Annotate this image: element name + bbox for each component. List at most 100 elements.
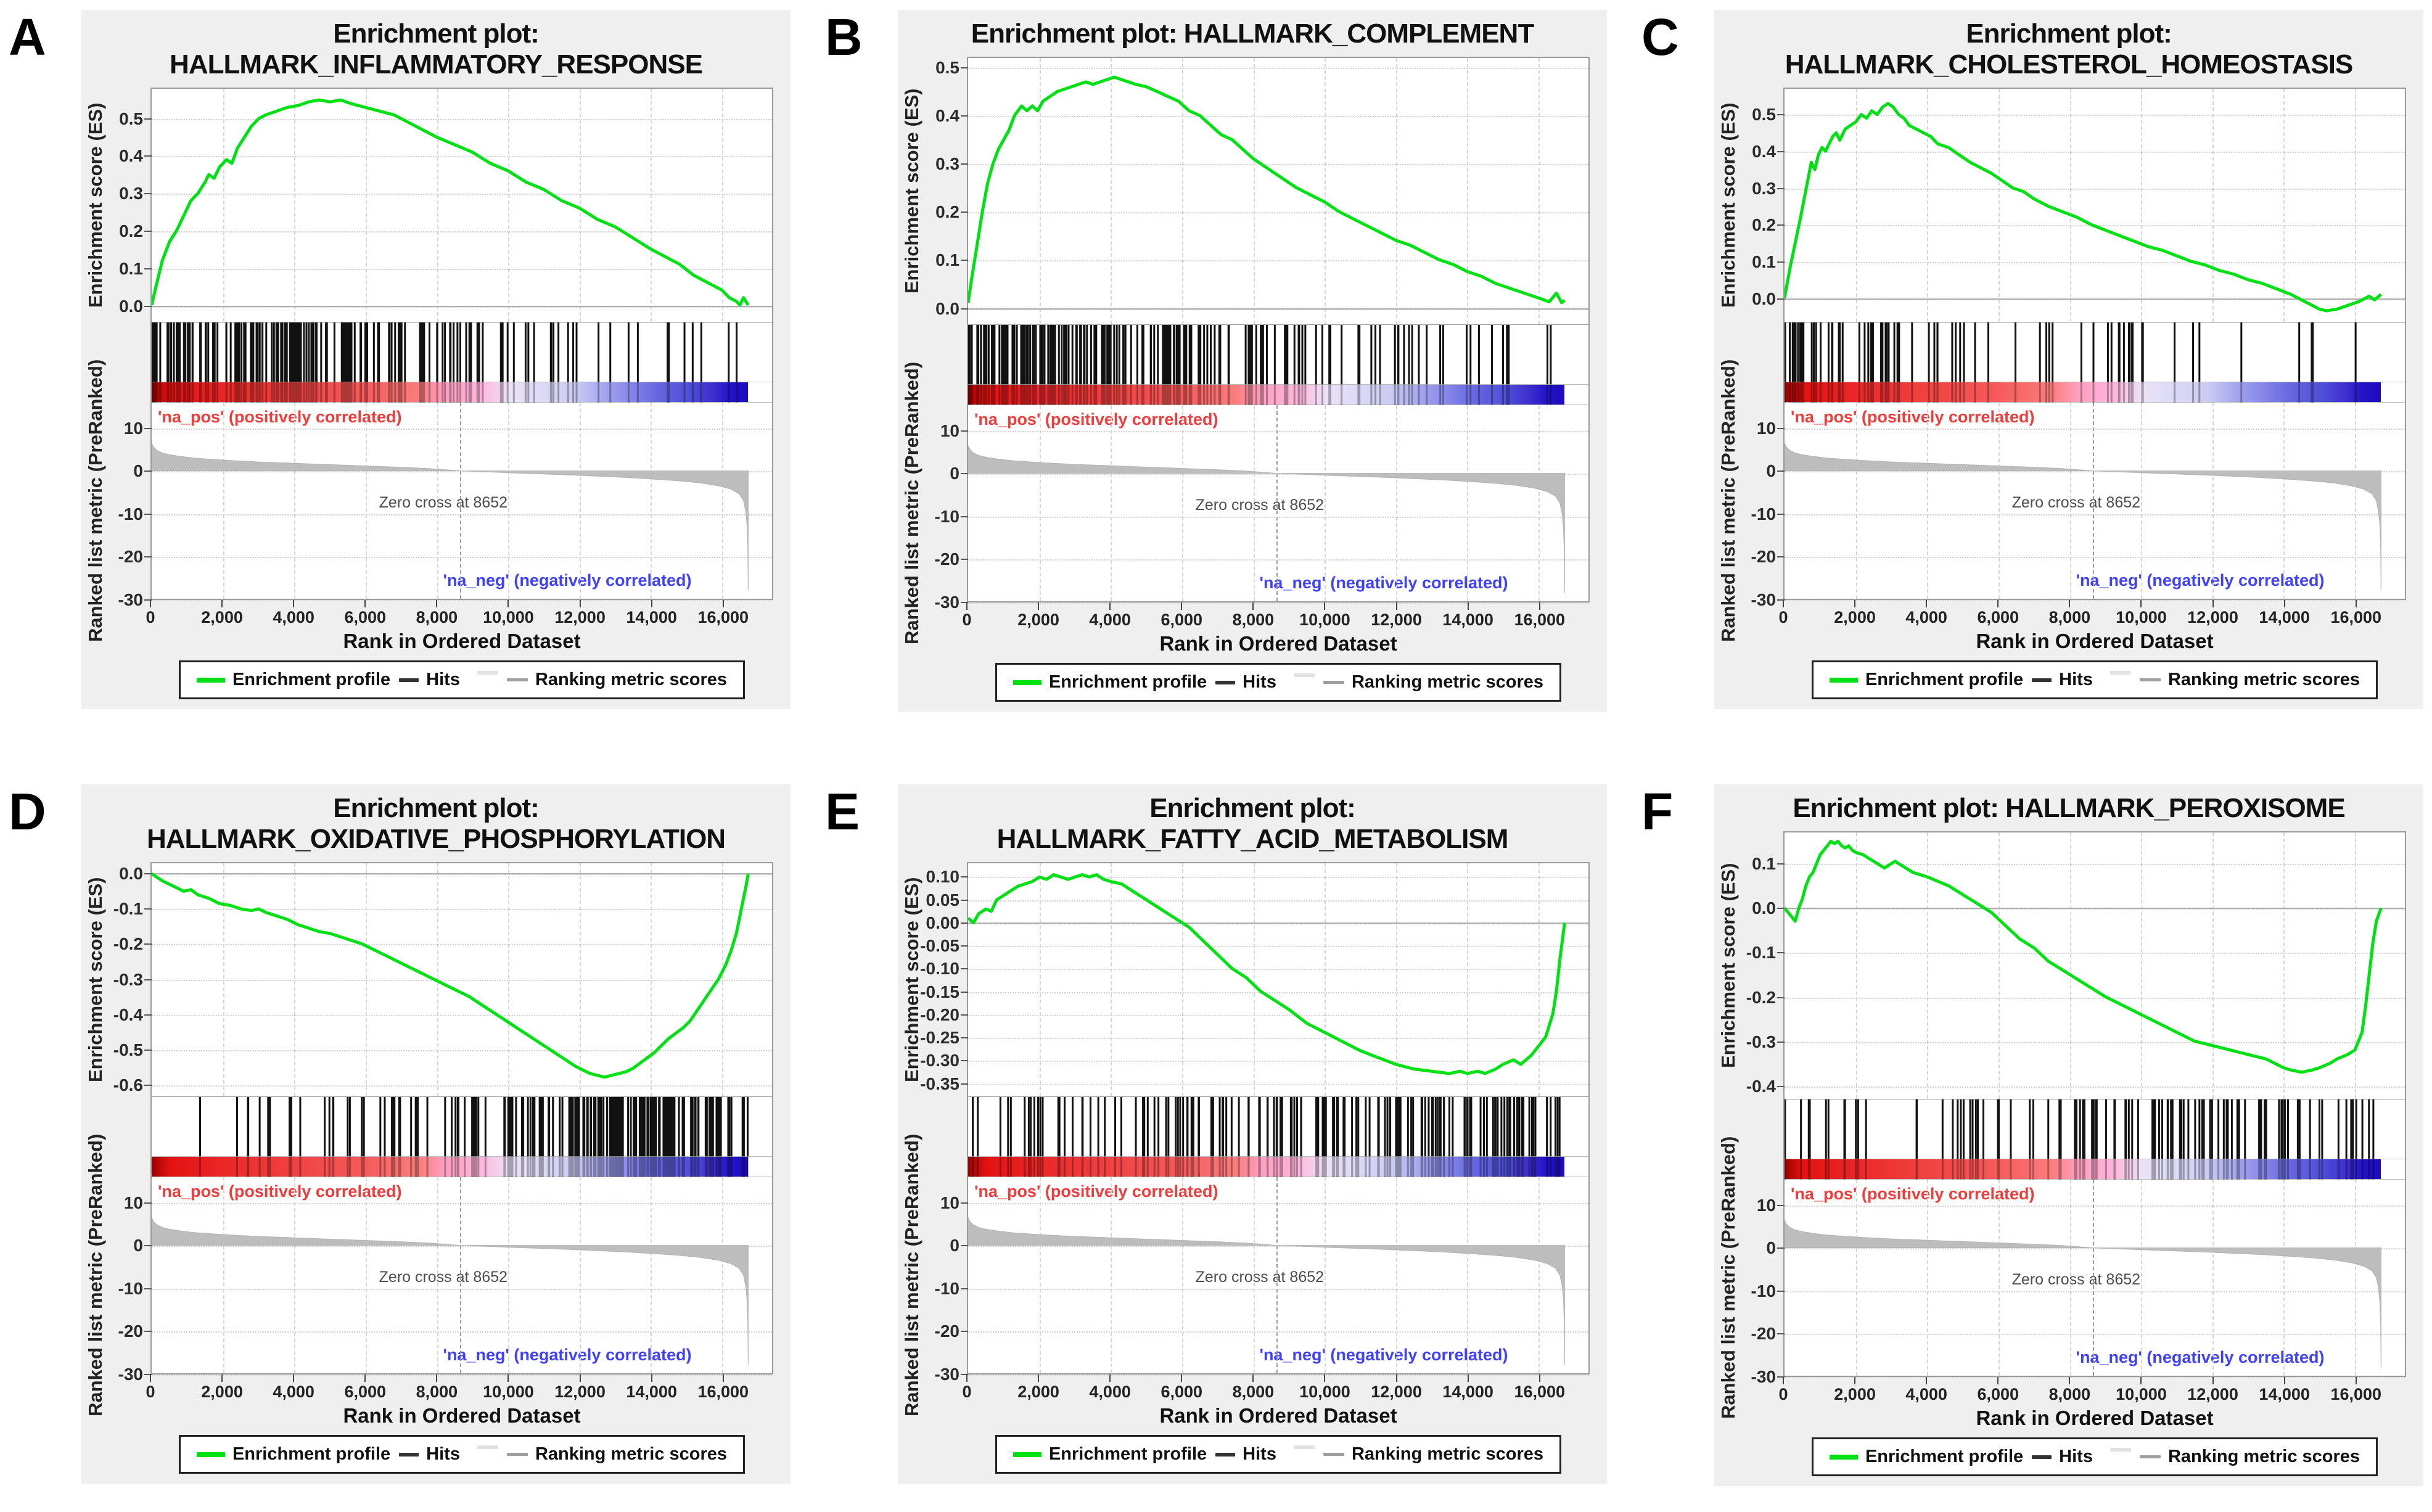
es-tick-label: 0.5: [1752, 104, 1776, 124]
horizontal-gridline: [1785, 600, 2405, 601]
rank-tick-mark: [1777, 1290, 1785, 1292]
x-tick-mark: [1395, 1374, 1397, 1382]
x-tick-mark: [293, 1374, 295, 1382]
x-tick-label: 2,000: [1017, 1383, 1059, 1401]
legend: Enrichment profile Hits Ranking metric s…: [995, 663, 1562, 702]
colorbar-row: [152, 1156, 772, 1177]
horizontal-gridline: [1785, 1205, 2405, 1207]
rank-colorbar-gradient: [152, 382, 748, 402]
x-tick-label: 10,000: [1299, 1383, 1350, 1401]
x-tick-mark: [1997, 1377, 1999, 1384]
horizontal-gridline: [152, 1014, 772, 1016]
vertical-gridline: [2212, 403, 2214, 599]
horizontal-gridline: [152, 118, 772, 120]
x-tick-mark: [1783, 600, 1784, 607]
x-tick-mark: [2283, 1377, 2285, 1384]
horizontal-gridline: [152, 979, 772, 981]
x-tick-mark: [1109, 1374, 1111, 1382]
horizontal-gridline: [968, 969, 1588, 971]
rank-tick-label: 0: [950, 1236, 959, 1255]
horizontal-gridline: [968, 164, 1588, 166]
rank-tick-mark: [1777, 556, 1785, 558]
rank-metric-svg: [968, 405, 1588, 601]
horizontal-gridline: [1785, 188, 2405, 190]
horizontal-gridline: [152, 874, 772, 876]
rank-tick-label: 0: [950, 464, 959, 483]
x-tick-mark: [1181, 602, 1183, 610]
rank-tick-mark: [144, 470, 152, 472]
x-tick-label: 14,000: [1442, 610, 1493, 629]
legend-label-2: Ranking metric scores: [535, 1444, 728, 1464]
horizontal-gridline: [968, 308, 1588, 310]
enrichment-score-plot: Enrichment score (ES) 0.5 0.4 0.3 0.2 0.1 0.0: [901, 57, 1590, 324]
es-tick-label: 0.2: [119, 221, 143, 241]
hits-and-colorbar: [967, 1096, 1590, 1177]
ranked-list-metric-plot: Ranked list metric (PreRanked) 'na_pos' …: [1717, 1136, 2406, 1419]
hits-barcode: [152, 1097, 772, 1156]
vertical-gridline: [579, 1177, 581, 1373]
enrichment-plot-panel: Enrichment plot: HALLMARK_INFLAMMATORY_R…: [81, 10, 791, 709]
vertical-gridline: [1467, 58, 1469, 324]
zero-cross-label: Zero cross at 8652: [1195, 496, 1325, 514]
x-tick-label: 4,000: [1905, 1385, 1947, 1403]
horizontal-gridline: [968, 430, 1588, 432]
vertical-gridline: [1395, 863, 1397, 1096]
zero-cross-line: [1276, 1177, 1278, 1373]
x-tick-label: 14,000: [2259, 608, 2310, 627]
panel-letter: F: [1641, 783, 1673, 840]
legend-label-0: Enrichment profile: [1865, 670, 2024, 689]
vertical-gridline: [1181, 405, 1183, 601]
es-tick-label: -0.30: [920, 1051, 959, 1070]
ranked-list-metric-plot: Ranked list metric (PreRanked) 'na_pos' …: [901, 1134, 1590, 1416]
plot-title-line1: Enrichment plot:: [333, 18, 540, 49]
x-tick-mark: [1324, 1374, 1326, 1382]
horizontal-gridline: [1785, 1377, 2405, 1378]
figure-panel: D Enrichment plot: HALLMARK_OXIDATIVE_PH…: [9, 784, 791, 1484]
es-tick-mark: [144, 231, 152, 232]
x-tick-mark: [1538, 602, 1540, 610]
rank-tick-mark: [144, 599, 152, 601]
x-tick-mark: [2283, 600, 2285, 607]
rank-tick-label: -10: [934, 1278, 959, 1298]
x-tick-label: 4,000: [1089, 1383, 1131, 1401]
ranked-list-metric-plot: Ranked list metric (PreRanked) 'na_pos' …: [901, 362, 1590, 644]
es-tick-mark: [1777, 907, 1785, 909]
horizontal-gridline: [968, 877, 1588, 879]
x-axis: 0 2,000 4,000 6,000 8,000 10,000 12,000 14,000 1…: [962, 602, 1590, 631]
legend-label-1: Hits: [2059, 1447, 2093, 1466]
x-axis-label: Rank in Ordered Dataset: [343, 1404, 581, 1427]
x-tick-mark: [1038, 1374, 1040, 1382]
plot-title: Enrichment plot: HALLMARK_COMPLEMENT: [898, 18, 1607, 49]
enrichment-profile-swatch-icon: [1829, 677, 1858, 683]
vertical-gridline: [1855, 403, 1857, 599]
horizontal-gridline: [1785, 151, 2405, 153]
colorbar-row: [968, 384, 1588, 405]
na-neg-label: 'na_neg' (negatively correlated): [443, 571, 692, 590]
rank-tick-label: -30: [934, 1365, 959, 1384]
horizontal-gridline: [152, 306, 772, 308]
rank-tick-label: -10: [934, 506, 959, 526]
legend-label-2: Ranking metric scores: [2167, 1447, 2360, 1466]
vertical-gridline: [1855, 89, 1857, 322]
x-tick-label: 16,000: [697, 1383, 749, 1401]
x-tick-label: 12,000: [1371, 1383, 1422, 1401]
vertical-gridline: [2069, 1180, 2071, 1376]
es-tick-label: 0.2: [1752, 215, 1776, 235]
rank-colorbar-gradient: [1785, 1159, 2381, 1179]
rank-metric-svg: [1785, 1180, 2405, 1376]
es-tick-mark: [961, 1037, 968, 1039]
horizontal-gridline: [152, 428, 772, 430]
es-tick-label: 0.0: [119, 864, 143, 884]
hits-swatch-icon: [2032, 1455, 2052, 1459]
colorbar-row: [1785, 1159, 2405, 1180]
panel-letter: C: [1641, 8, 1679, 66]
es-tick-mark: [1777, 224, 1785, 226]
vertical-gridline: [651, 1177, 652, 1373]
es-tick-mark: [144, 1085, 152, 1086]
hits-and-colorbar: [967, 324, 1590, 405]
x-axis: 0 2,000 4,000 6,000 8,000 10,000 12,000 14,000 1…: [146, 1374, 773, 1403]
es-tick-label: 0.3: [1752, 178, 1776, 198]
x-tick-label: 14,000: [2259, 1385, 2310, 1403]
hits-swatch-icon: [399, 1452, 419, 1457]
es-curve-svg: [1785, 832, 2405, 1099]
